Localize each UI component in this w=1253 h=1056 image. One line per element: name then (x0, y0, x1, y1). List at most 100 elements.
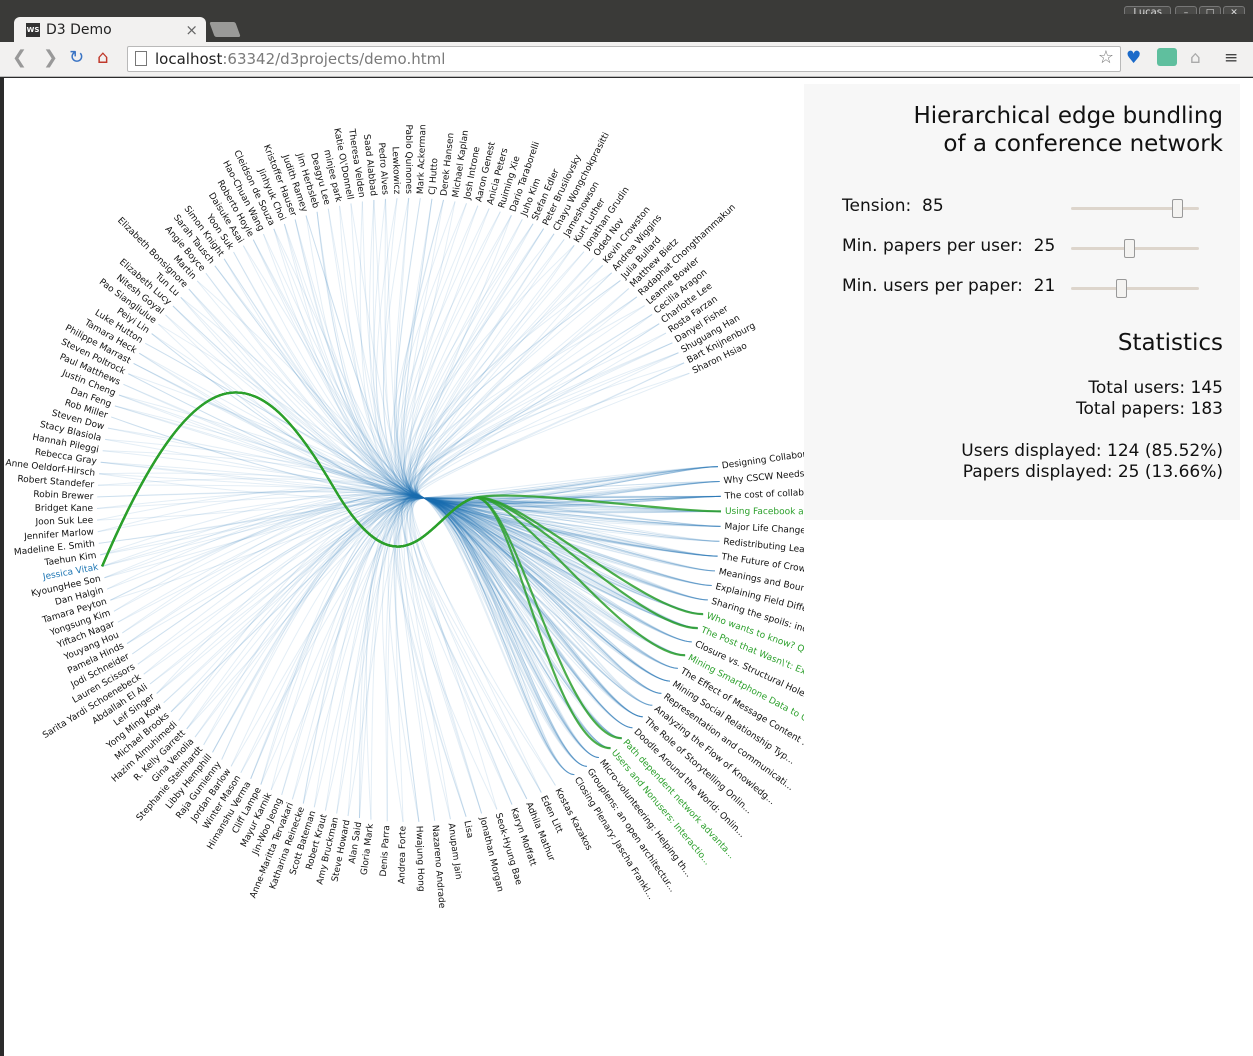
edge-path (409, 323, 720, 542)
edge-path (409, 219, 653, 706)
user-node-label[interactable]: Pablo Quinones (403, 124, 413, 194)
edge-path (408, 280, 720, 505)
edge-path (273, 228, 653, 706)
back-icon[interactable]: ❮ (12, 47, 28, 68)
edge-path (294, 219, 633, 729)
edge-path (98, 497, 708, 601)
edge-path (133, 362, 708, 601)
paper-node-label[interactable]: Using Facebook after los (725, 507, 804, 517)
edge-path (373, 199, 704, 615)
menu-icon[interactable]: ≡ (1224, 48, 1239, 68)
tab-close-icon[interactable]: × (185, 21, 198, 39)
tension-slider-thumb[interactable] (1172, 199, 1184, 218)
user-node-label[interactable]: Robin Brewer (33, 490, 94, 503)
edge-path (242, 245, 721, 507)
edge-path (118, 394, 721, 504)
home-icon[interactable]: ⌂ (97, 47, 109, 68)
user-node-label[interactable]: Mark Ackerman (416, 124, 429, 194)
edge-path (414, 288, 708, 601)
edge-path (123, 383, 643, 718)
edge-path (114, 405, 712, 586)
edge-path (413, 323, 686, 656)
paper-node-label[interactable]: Designing Collaboration: C (721, 445, 804, 472)
edge-path (100, 495, 643, 718)
edge-path (178, 494, 721, 721)
edge-path (358, 496, 678, 819)
edge-path (114, 405, 670, 682)
edge-path (413, 362, 685, 776)
edge-path (404, 265, 604, 776)
edge-path (416, 342, 720, 504)
bookmark-star-icon[interactable]: ☆ (1097, 47, 1114, 68)
edge-path (110, 494, 718, 601)
edge-path (214, 265, 622, 739)
edge-path (397, 203, 698, 629)
min-users-slider[interactable] (1071, 279, 1199, 298)
edge-path (414, 342, 721, 514)
paper-node-label[interactable]: Major Life Changes and E (724, 522, 804, 538)
edge-path (107, 427, 712, 586)
edge-path (156, 497, 575, 776)
edge-path (214, 265, 716, 572)
extension-wave-icon[interactable] (1157, 48, 1177, 66)
edge-path (163, 496, 575, 776)
edge-path (260, 496, 686, 785)
forward-icon[interactable]: ❯ (43, 47, 59, 68)
user-node-label[interactable]: Andrea Forte (397, 825, 408, 884)
user-node-label[interactable]: CJ Hutto (428, 157, 441, 195)
edge-path (393, 197, 716, 572)
edge-path (110, 494, 643, 718)
edge-path (117, 496, 643, 718)
paper-node-label[interactable]: The cost of collaboration (724, 487, 804, 502)
edge-path (327, 208, 599, 759)
user-node-label[interactable]: Denis Parra (379, 825, 393, 877)
user-node-label[interactable]: Nazareno Andrade (430, 825, 447, 910)
edge-path (302, 497, 698, 804)
edge-path (98, 497, 587, 767)
edge-path (101, 496, 712, 586)
edge-path (113, 493, 708, 612)
tension-slider[interactable] (1071, 199, 1199, 218)
edge-path (413, 215, 698, 629)
min-papers-slider[interactable] (1071, 239, 1199, 258)
reload-icon[interactable]: ↻ (69, 47, 85, 68)
edge-path (403, 497, 721, 822)
user-node-label[interactable]: Bridget Kane (35, 504, 94, 514)
edge-path (404, 205, 670, 682)
extension-home-icon[interactable]: ⌂ (1190, 48, 1201, 68)
user-node-label[interactable]: Anupam Jain (446, 823, 463, 881)
new-tab-button[interactable] (209, 22, 241, 37)
edge-path (324, 496, 720, 811)
user-node-label[interactable]: Joon Suk Lee (34, 516, 93, 528)
edge-path (250, 497, 643, 780)
edge-path (382, 197, 716, 572)
user-node-label[interactable]: Hwajung Hong (414, 826, 426, 892)
edge-path (400, 198, 716, 572)
edge-path (305, 215, 721, 512)
edge-path (97, 491, 721, 503)
edge-path (123, 383, 716, 572)
edge-path (416, 265, 611, 749)
edge-path (165, 314, 721, 527)
user-node-label[interactable]: Lisa (461, 820, 474, 839)
edge-path (368, 199, 721, 527)
edge-path (336, 495, 698, 814)
edge-path (417, 362, 685, 749)
extension-heart-icon[interactable]: ♥ (1126, 48, 1142, 68)
edge-path (408, 265, 633, 729)
user-node-label[interactable]: Lewkowicz (390, 146, 402, 194)
edge-path (121, 492, 692, 643)
edge-path (107, 427, 721, 508)
user-node-label[interactable]: Jennifer Marlow (23, 528, 94, 543)
edge-path (133, 362, 587, 767)
edge-path (260, 496, 712, 785)
browser-tab[interactable]: WS D3 Demo × (14, 17, 206, 43)
user-node-label[interactable]: Pedro Alves (376, 142, 390, 195)
address-bar[interactable]: localhost:63342/d3projects/demo.html ☆ (127, 46, 1121, 72)
edge-path (203, 466, 718, 746)
min-papers-slider-thumb[interactable] (1124, 239, 1136, 258)
edge-path (242, 245, 720, 506)
edge-path (405, 280, 692, 643)
min-users-slider-thumb[interactable] (1115, 279, 1127, 298)
